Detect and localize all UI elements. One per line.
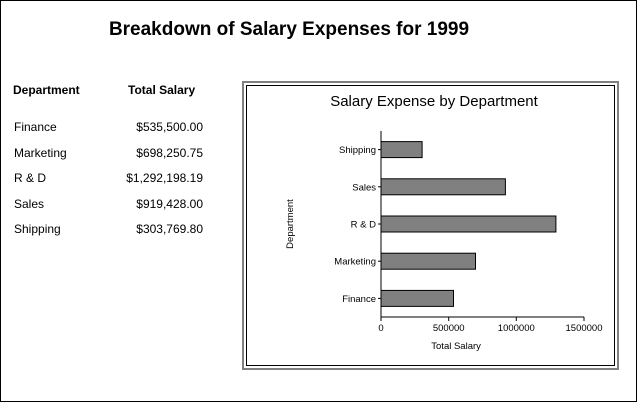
total-salary-cell: $535,500.00 xyxy=(136,120,203,134)
chart-title: Salary Expense by Department xyxy=(330,93,538,110)
x-axis-label: Total Salary xyxy=(431,341,481,352)
department-cell: Finance xyxy=(14,120,57,134)
y-tick-label: Sales xyxy=(352,182,376,193)
table-row: Marketing $698,250.75 xyxy=(13,145,203,171)
table-row: Shipping $303,769.80 xyxy=(13,221,203,247)
total-salary-cell: $698,250.75 xyxy=(136,145,203,160)
salary-table: Finance $535,500.00 Marketing $698,250.7… xyxy=(13,119,203,247)
y-axis-label: Department xyxy=(285,199,296,249)
x-tick-label: 1000000 xyxy=(498,323,535,334)
table-row: Finance $535,500.00 xyxy=(13,119,203,145)
bar-marketing xyxy=(380,252,476,270)
y-tick-label: R & D xyxy=(351,220,376,231)
bar-shipping xyxy=(380,141,423,159)
page-title: Breakdown of Salary Expenses for 1999 xyxy=(108,19,470,40)
department-cell: Sales xyxy=(14,196,45,211)
x-tick-label: 1500000 xyxy=(566,323,603,334)
total-salary-cell: $1,292,198.19 xyxy=(126,171,203,186)
bar-r-d xyxy=(380,215,557,233)
y-tick-label: Finance xyxy=(342,294,376,305)
y-tick-label: Marketing xyxy=(334,257,376,268)
total-salary-cell: $303,769.80 xyxy=(136,222,203,237)
table-row: Sales $919,428.00 xyxy=(13,196,203,222)
total-salary-column-header: Total Salary xyxy=(128,83,196,97)
table-row: R & D $1,292,198.19 xyxy=(13,170,203,196)
department-cell: Shipping xyxy=(14,222,61,237)
total-salary-cell: $919,428.00 xyxy=(136,196,203,211)
y-tick-label: Shipping xyxy=(339,145,376,156)
bar-sales xyxy=(380,178,506,196)
x-tick-label: 500000 xyxy=(433,323,465,334)
department-column-header: Department xyxy=(13,83,80,97)
department-cell: R & D xyxy=(14,171,47,186)
chart-frame: Salary Expense by Department Finance Marke… xyxy=(242,81,619,370)
x-tick-label: 0 xyxy=(378,323,383,334)
department-cell: Marketing xyxy=(14,145,67,160)
salary-bar-chart: Salary Expense by Department Finance Marke… xyxy=(285,93,603,352)
chart-frame-inner-border xyxy=(246,85,615,366)
bar-finance xyxy=(380,289,454,307)
